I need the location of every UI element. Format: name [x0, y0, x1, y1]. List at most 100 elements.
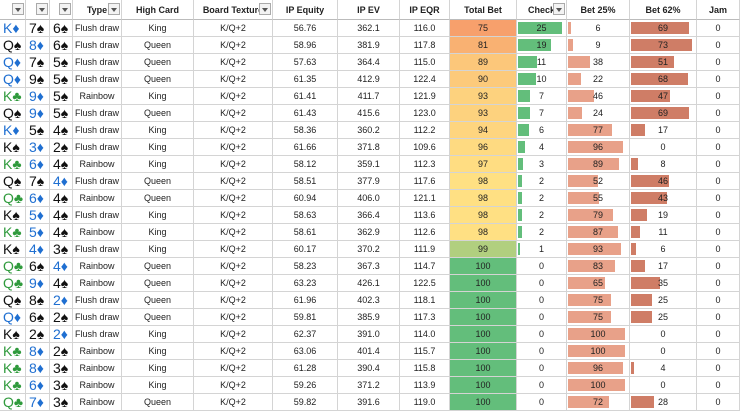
cell-text: 96 — [592, 363, 603, 373]
data-cell: King — [122, 20, 194, 37]
cell-text: K♦ — [3, 20, 20, 36]
card-cell: Q♣ — [0, 190, 26, 207]
data-cell: 366.4 — [338, 207, 400, 224]
data-cell: 56.76 — [273, 20, 338, 37]
card-cell: 8♠ — [26, 292, 50, 309]
card-cell: Q♠ — [0, 292, 26, 309]
cell-text: Rainbow — [79, 227, 115, 237]
data-bar — [631, 90, 671, 102]
filter-button[interactable] — [553, 3, 565, 15]
data-bar — [568, 22, 572, 34]
data-cell: 0 — [630, 139, 697, 156]
data-bar — [568, 328, 625, 340]
data-cell: Queen — [122, 394, 194, 411]
data-cell: 0 — [517, 394, 567, 411]
cell-text: 112.2 — [413, 125, 436, 135]
cell-text: 121.9 — [413, 91, 436, 101]
data-cell: 2 — [517, 224, 567, 241]
data-cell: 0 — [697, 54, 740, 71]
data-cell: 117.6 — [400, 173, 450, 190]
data-cell: Flush draw — [73, 71, 122, 88]
cell-text: 5♠ — [53, 88, 69, 104]
cell-text: 371.2 — [357, 380, 380, 390]
data-cell: 60.94 — [273, 190, 338, 207]
card-cell: 2♠ — [50, 139, 73, 156]
cell-text: 59.81 — [293, 312, 317, 322]
data-cell: Queen — [122, 292, 194, 309]
data-cell: 121.1 — [400, 190, 450, 207]
cell-text: 5♠ — [53, 54, 69, 70]
filter-button[interactable] — [12, 3, 24, 15]
cell-text: 2♦ — [53, 326, 68, 342]
cell-text: King — [148, 329, 167, 339]
cell-text: 0 — [715, 159, 721, 169]
filter-button[interactable] — [108, 3, 120, 15]
cell-text: 371.8 — [357, 142, 380, 152]
data-cell: K/Q+2 — [194, 275, 273, 292]
cell-text: Flush draw — [74, 312, 119, 322]
cell-text: 5♦ — [29, 207, 44, 223]
data-cell: 364.4 — [338, 54, 400, 71]
card-cell: 4♠ — [50, 190, 73, 207]
data-cell: 0 — [697, 292, 740, 309]
cell-text: 114.7 — [413, 261, 436, 271]
cell-text: Rainbow — [79, 159, 115, 169]
filter-button[interactable] — [259, 3, 271, 15]
data-bar — [631, 158, 638, 170]
data-cell: 370.2 — [338, 241, 400, 258]
column-header — [50, 0, 73, 20]
cell-text: 0 — [715, 91, 721, 101]
data-bar — [568, 209, 614, 221]
cell-text: Flush draw — [74, 244, 119, 254]
data-cell: K/Q+2 — [194, 37, 273, 54]
cell-text: 2 — [538, 227, 544, 237]
card-cell: 6♠ — [50, 37, 73, 54]
card-cell: 4♠ — [50, 122, 73, 139]
cell-text: Queen — [143, 193, 172, 203]
cell-text: K/Q+2 — [220, 261, 246, 271]
cell-text: 58.36 — [293, 125, 317, 135]
data-cell: 109.6 — [400, 139, 450, 156]
filter-button[interactable] — [36, 3, 48, 15]
cell-text: 0 — [715, 176, 721, 186]
cell-text: 4♠ — [53, 224, 69, 240]
filter-button[interactable] — [59, 3, 71, 15]
cell-text: 2 — [538, 176, 544, 186]
cell-text: 94 — [477, 125, 488, 135]
data-cell: 9 — [567, 37, 630, 54]
data-cell: 58.51 — [273, 173, 338, 190]
cell-text: 22 — [592, 74, 603, 84]
data-cell: 0 — [697, 224, 740, 241]
data-cell: 0 — [697, 37, 740, 54]
data-cell: 25 — [517, 20, 567, 37]
cell-text: 0 — [715, 23, 721, 33]
data-cell: Queen — [122, 105, 194, 122]
cell-text: 61.43 — [293, 108, 317, 118]
cell-text: 0 — [538, 261, 544, 271]
cell-text: 116.0 — [413, 23, 436, 33]
cell-text: 9♦ — [29, 88, 44, 104]
cell-text: 0 — [538, 363, 544, 373]
cell-text: K♠ — [3, 139, 20, 155]
data-cell: 58.96 — [273, 37, 338, 54]
cell-text: 100 — [475, 329, 491, 339]
data-cell: 371.8 — [338, 139, 400, 156]
cell-text: 17 — [657, 125, 668, 135]
cell-text: 0 — [538, 380, 544, 390]
data-cell: 0 — [517, 258, 567, 275]
cell-text: K/Q+2 — [220, 142, 246, 152]
data-cell: 7 — [517, 88, 567, 105]
data-cell: 0 — [697, 360, 740, 377]
cell-text: 43 — [657, 193, 668, 203]
cell-text: 61.66 — [293, 142, 317, 152]
card-cell: 2♠ — [50, 343, 73, 360]
cell-text: 46 — [592, 91, 603, 101]
cell-text: 412.9 — [357, 74, 380, 84]
card-cell: 7♠ — [26, 54, 50, 71]
data-cell: 0 — [517, 292, 567, 309]
data-cell: 113.6 — [400, 207, 450, 224]
cell-text: 0 — [715, 363, 721, 373]
data-cell: Flush draw — [73, 139, 122, 156]
cell-text: 97 — [477, 159, 488, 169]
cell-text: 25 — [536, 23, 547, 33]
